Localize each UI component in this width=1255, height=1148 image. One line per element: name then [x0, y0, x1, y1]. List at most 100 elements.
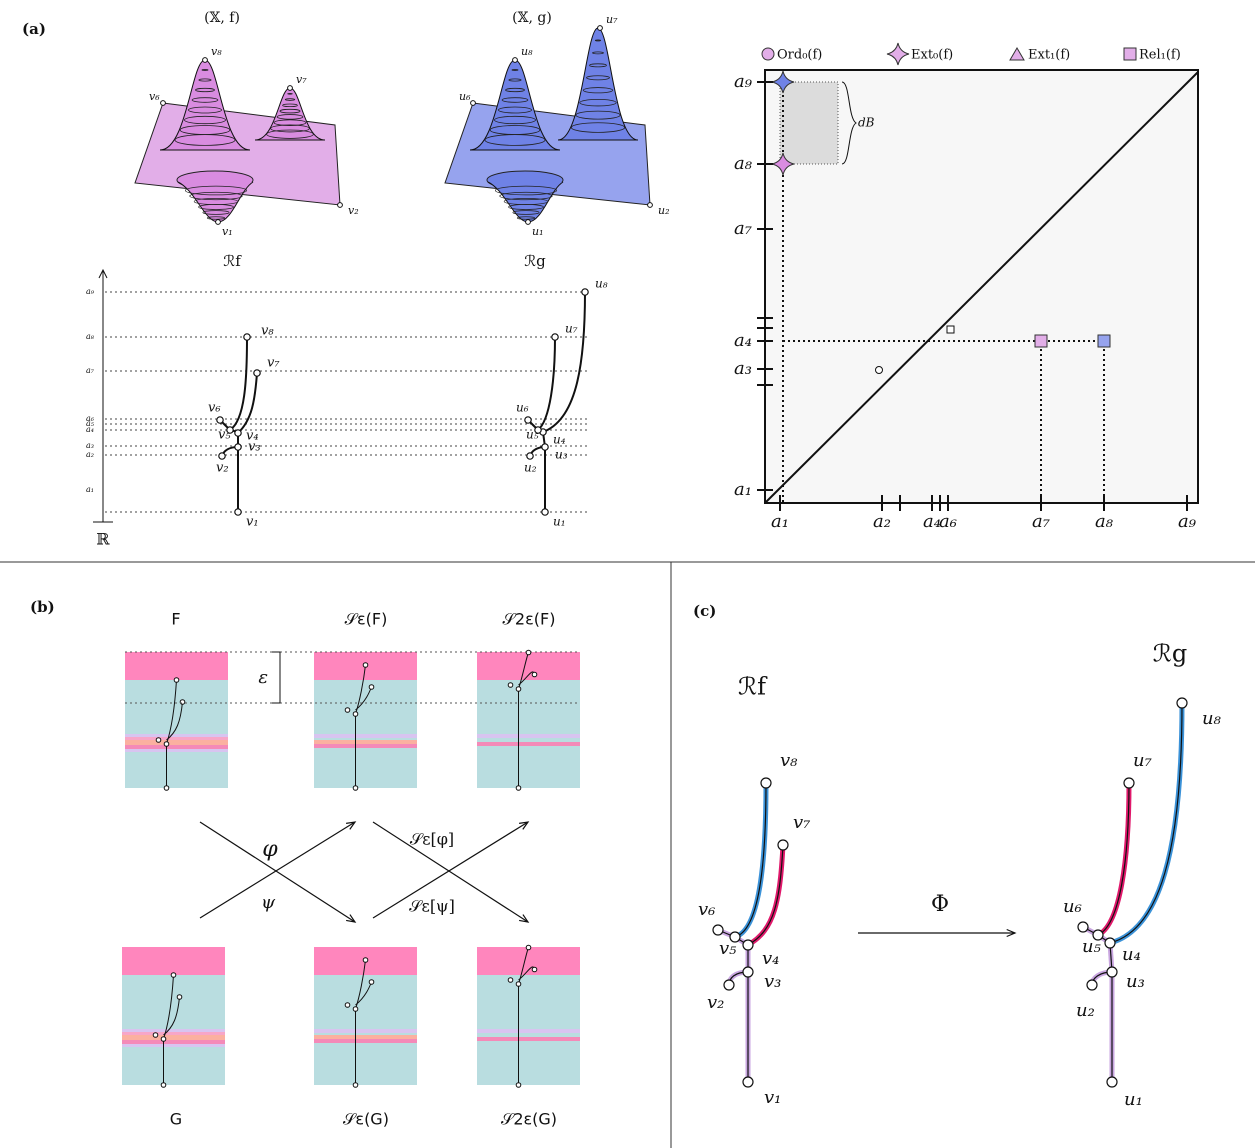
label: v₁	[222, 225, 233, 238]
label: u₈	[1202, 708, 1222, 729]
node	[203, 58, 208, 63]
label: a₈	[1095, 511, 1114, 532]
label: (𝕏, g)	[512, 10, 552, 26]
node	[235, 444, 241, 450]
label: v₅	[719, 938, 736, 959]
stripe	[314, 1039, 417, 1043]
edge-color	[1098, 783, 1129, 935]
stripe	[477, 734, 580, 738]
label: u₆	[516, 401, 529, 415]
node	[516, 1083, 521, 1088]
node	[254, 370, 260, 376]
node	[171, 973, 176, 978]
node	[508, 978, 513, 983]
label: u₆	[459, 90, 471, 103]
node	[345, 1003, 350, 1008]
label: v₂	[707, 992, 724, 1013]
stripe	[122, 1035, 225, 1040]
label: Rel₁(f)	[1139, 48, 1181, 63]
arrow-head	[519, 822, 528, 829]
label: v₄	[246, 429, 259, 444]
label: Ext₁(f)	[1028, 48, 1070, 63]
node	[513, 58, 518, 63]
label: u₄	[553, 433, 566, 447]
node	[743, 967, 753, 977]
stripe	[125, 737, 228, 740]
label: dB	[858, 116, 875, 130]
node	[516, 786, 521, 791]
pink-band	[477, 652, 580, 680]
arrow-head	[346, 915, 355, 922]
legend-marker	[1124, 48, 1136, 60]
node	[582, 289, 588, 295]
edge-color	[735, 783, 766, 937]
edge	[1110, 703, 1182, 943]
arrow-head	[519, 915, 528, 922]
label: 𝒮ε[φ]	[410, 830, 454, 849]
label: a₆	[86, 414, 95, 423]
label: (b)	[30, 598, 55, 616]
node	[648, 203, 653, 208]
node	[345, 708, 350, 713]
node	[353, 786, 358, 791]
stripe	[314, 744, 417, 748]
node	[532, 672, 537, 677]
node	[338, 203, 343, 208]
node	[363, 958, 368, 963]
node	[353, 712, 358, 717]
bottleneck-box	[780, 82, 838, 164]
stripe	[122, 1040, 225, 1044]
label: a₇	[1032, 511, 1050, 532]
node	[1087, 980, 1097, 990]
label: a₉	[86, 287, 95, 296]
label: u₈	[521, 45, 533, 58]
label: u₁	[532, 225, 544, 238]
node	[743, 1077, 753, 1087]
bracket	[272, 652, 280, 703]
label: v₁	[246, 515, 259, 530]
label: u₁	[1124, 1089, 1143, 1110]
point	[947, 326, 954, 333]
label: a₃	[86, 441, 94, 450]
label: v₁	[764, 1087, 781, 1108]
node	[713, 925, 723, 935]
label: Ext₀(f)	[911, 48, 953, 63]
label: 𝒮ε[ψ]	[409, 897, 455, 916]
label: ℛg	[1153, 640, 1188, 668]
node	[177, 995, 182, 1000]
label: a₁	[734, 479, 752, 500]
node	[235, 509, 241, 515]
label: a₁	[771, 511, 789, 532]
label: a₈	[86, 332, 95, 341]
label: u₁	[553, 515, 566, 529]
node	[778, 840, 788, 850]
legend-marker	[762, 48, 774, 60]
label: v₂	[348, 204, 359, 217]
label: ℝ	[96, 530, 110, 549]
stripe	[125, 734, 228, 737]
stripe	[477, 1029, 580, 1033]
node	[508, 683, 513, 688]
label: u₅	[526, 428, 539, 442]
label: Ord₀(f)	[777, 48, 822, 63]
node	[1124, 778, 1134, 788]
label: v₄	[762, 948, 779, 969]
node	[1107, 967, 1117, 977]
label: a₇	[734, 218, 752, 239]
stripe	[477, 1037, 580, 1041]
stripe	[122, 1044, 225, 1047]
label: ℛf	[738, 673, 768, 701]
label: u₄	[1122, 944, 1141, 965]
node	[532, 967, 537, 972]
node	[724, 980, 734, 990]
label: ℛg	[524, 252, 546, 270]
node	[542, 444, 548, 450]
label: Φ	[931, 892, 949, 917]
edge	[538, 337, 555, 430]
label: G	[170, 1110, 182, 1129]
node	[516, 982, 521, 987]
stripe	[314, 734, 417, 738]
node	[161, 1037, 166, 1042]
label: a₈	[734, 153, 753, 174]
label: (𝕏, f)	[204, 10, 240, 26]
